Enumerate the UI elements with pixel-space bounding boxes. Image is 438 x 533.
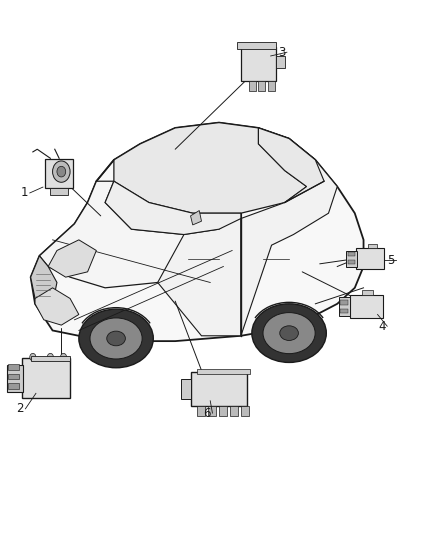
Polygon shape bbox=[31, 123, 364, 341]
Bar bbox=[8, 374, 19, 379]
FancyBboxPatch shape bbox=[191, 372, 247, 406]
Bar bbox=[8, 364, 19, 370]
FancyBboxPatch shape bbox=[276, 56, 285, 68]
FancyBboxPatch shape bbox=[197, 369, 250, 374]
Polygon shape bbox=[48, 240, 96, 277]
FancyBboxPatch shape bbox=[241, 46, 276, 81]
Polygon shape bbox=[105, 181, 241, 235]
Ellipse shape bbox=[79, 309, 153, 368]
Bar bbox=[208, 406, 216, 416]
Bar bbox=[197, 406, 205, 416]
Bar bbox=[219, 406, 227, 416]
Ellipse shape bbox=[252, 304, 326, 362]
Ellipse shape bbox=[107, 331, 125, 346]
Bar bbox=[340, 309, 348, 313]
Circle shape bbox=[60, 353, 67, 361]
Polygon shape bbox=[158, 213, 241, 336]
FancyBboxPatch shape bbox=[350, 295, 382, 318]
FancyBboxPatch shape bbox=[368, 244, 377, 248]
Bar bbox=[8, 383, 19, 389]
Text: 4: 4 bbox=[378, 320, 386, 333]
FancyBboxPatch shape bbox=[7, 365, 23, 392]
Text: 6: 6 bbox=[203, 407, 211, 419]
FancyBboxPatch shape bbox=[45, 158, 74, 188]
Circle shape bbox=[57, 166, 66, 177]
Polygon shape bbox=[241, 128, 337, 336]
Polygon shape bbox=[31, 256, 57, 304]
FancyBboxPatch shape bbox=[22, 358, 70, 399]
Bar bbox=[268, 81, 275, 91]
Bar bbox=[249, 81, 256, 91]
Polygon shape bbox=[258, 128, 324, 203]
Bar bbox=[340, 300, 348, 305]
FancyBboxPatch shape bbox=[346, 251, 357, 266]
Bar bbox=[258, 81, 265, 91]
Polygon shape bbox=[35, 288, 79, 325]
Polygon shape bbox=[191, 211, 201, 225]
Polygon shape bbox=[39, 181, 228, 288]
Bar bbox=[241, 406, 249, 416]
Circle shape bbox=[53, 161, 70, 182]
FancyBboxPatch shape bbox=[362, 290, 373, 295]
FancyBboxPatch shape bbox=[339, 297, 350, 316]
Text: 3: 3 bbox=[278, 46, 285, 59]
Ellipse shape bbox=[263, 312, 315, 354]
Bar bbox=[348, 252, 355, 256]
Ellipse shape bbox=[90, 318, 142, 359]
FancyBboxPatch shape bbox=[356, 248, 384, 269]
Ellipse shape bbox=[280, 326, 298, 341]
FancyBboxPatch shape bbox=[181, 379, 191, 399]
Text: 2: 2 bbox=[16, 402, 24, 415]
Circle shape bbox=[30, 353, 36, 361]
Polygon shape bbox=[114, 123, 324, 213]
Circle shape bbox=[47, 353, 53, 361]
FancyBboxPatch shape bbox=[237, 42, 276, 49]
Bar bbox=[230, 406, 238, 416]
Bar bbox=[348, 260, 355, 264]
FancyBboxPatch shape bbox=[50, 188, 68, 195]
Text: 1: 1 bbox=[21, 187, 28, 199]
FancyBboxPatch shape bbox=[31, 356, 70, 361]
Text: 5: 5 bbox=[388, 254, 395, 266]
